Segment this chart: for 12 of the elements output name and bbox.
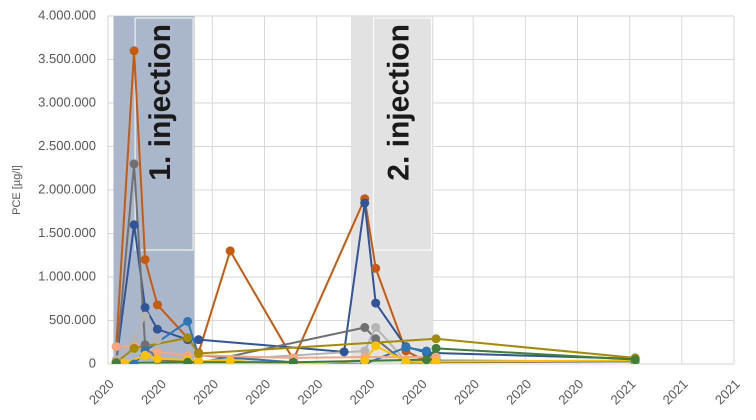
- band-label: 2. injection: [382, 24, 416, 181]
- y-tick-label: 3.000.000: [38, 94, 96, 110]
- y-tick-label: 1.000.000: [38, 268, 96, 284]
- y-tick-label: 500.000: [49, 312, 96, 327]
- y-axis-title: PCE [µg/l]: [10, 165, 23, 215]
- y-tick-label: 1.500.000: [38, 224, 96, 240]
- y-tick-label: 2.000.000: [38, 181, 96, 196]
- y-tick-label: 0: [88, 355, 96, 370]
- band-label: 1. injection: [144, 24, 178, 181]
- y-tick-label: 4.000.000: [38, 7, 96, 22]
- y-tick-label: 2.500.000: [38, 138, 96, 153]
- y-tick-label: 3.500.000: [38, 50, 96, 66]
